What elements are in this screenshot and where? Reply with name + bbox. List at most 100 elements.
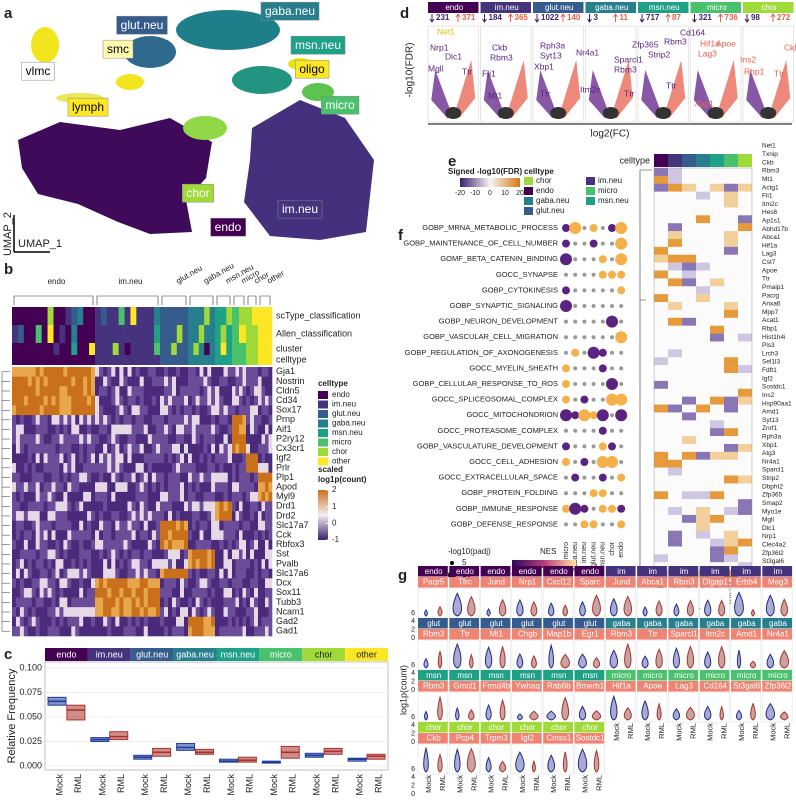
heatmap-cell bbox=[710, 183, 724, 192]
annotation-cell bbox=[193, 355, 200, 365]
heatmap-cell bbox=[682, 412, 696, 421]
heatmap-cell bbox=[180, 482, 185, 493]
heatmap-cell bbox=[268, 472, 273, 483]
gene-label: Lrch3 bbox=[762, 350, 779, 357]
annotation-cell bbox=[226, 355, 233, 365]
label-box bbox=[295, 59, 330, 79]
y-tick-label: 6 bbox=[411, 766, 415, 773]
heatmap-cell bbox=[47, 616, 52, 627]
heatmap-cell bbox=[127, 472, 132, 483]
heatmap-cell bbox=[172, 463, 177, 473]
dot bbox=[615, 237, 628, 250]
heatmap-cell bbox=[91, 472, 96, 483]
heatmap-cell bbox=[199, 520, 204, 531]
volcano-left bbox=[483, 70, 506, 118]
heatmap-cell bbox=[19, 530, 25, 541]
dot bbox=[589, 224, 598, 232]
annotation-cell bbox=[124, 325, 131, 343]
violin bbox=[499, 645, 506, 669]
facet-label: micro bbox=[643, 671, 663, 680]
heatmap-cell bbox=[43, 424, 48, 435]
heatmap-cell bbox=[51, 415, 56, 425]
heatmap-cell bbox=[12, 616, 17, 627]
gene-label: Acat1 bbox=[762, 317, 779, 324]
heatmap-cell bbox=[724, 357, 738, 366]
facet-label: Lag3 bbox=[675, 682, 693, 691]
heatmap-cell bbox=[184, 539, 189, 550]
annotation-cell bbox=[204, 355, 210, 365]
heatmap-cell bbox=[79, 568, 84, 579]
heatmap-cell bbox=[235, 482, 240, 493]
gene-label: Sox11 bbox=[276, 587, 301, 597]
heatmap-cell bbox=[31, 405, 37, 416]
heatmap-cell bbox=[239, 587, 243, 598]
heatmap-cell bbox=[107, 405, 112, 416]
heatmap-cell bbox=[147, 530, 153, 541]
heatmap-cell bbox=[235, 424, 240, 435]
heatmap-cell bbox=[95, 395, 100, 406]
heatmap-cell bbox=[724, 191, 738, 200]
facet-label: chor bbox=[520, 723, 536, 732]
heatmap-cell bbox=[199, 607, 204, 618]
heatmap-cell bbox=[261, 443, 266, 454]
x-tick-label: Mock bbox=[424, 775, 433, 793]
heatmap-cell bbox=[39, 395, 44, 406]
gene-label: Dlc1 bbox=[445, 51, 462, 61]
heatmap-cell bbox=[123, 520, 128, 531]
facet-strip bbox=[668, 566, 699, 577]
heatmap-cell bbox=[67, 511, 72, 522]
annotation-cell bbox=[204, 343, 210, 355]
heatmap-cell bbox=[39, 491, 44, 502]
facet-strip bbox=[428, 2, 479, 13]
dot bbox=[619, 366, 624, 371]
heatmap-cell bbox=[654, 341, 668, 350]
heatmap-cell bbox=[39, 443, 44, 454]
heatmap-cell bbox=[15, 491, 21, 502]
heatmap-cell bbox=[35, 463, 40, 473]
heatmap-cell bbox=[151, 367, 157, 377]
colorbar bbox=[318, 490, 328, 540]
facet-strip bbox=[480, 577, 511, 588]
heatmap-cell bbox=[172, 616, 177, 627]
violin bbox=[454, 747, 461, 773]
heatmap-cell bbox=[103, 443, 108, 454]
plot-panel bbox=[480, 639, 511, 671]
heatmap-cell bbox=[135, 424, 140, 435]
heatmap-cell bbox=[39, 511, 44, 522]
heatmap-cell bbox=[139, 443, 145, 454]
heatmap-cell bbox=[143, 587, 149, 598]
dendrogram bbox=[233, 295, 245, 305]
umap-blob bbox=[116, 74, 144, 90]
heatmap-cell bbox=[668, 554, 682, 563]
heatmap-cell bbox=[654, 246, 668, 255]
heatmap-cell bbox=[160, 616, 165, 627]
heatmap-cell bbox=[131, 367, 136, 377]
heatmap-cell bbox=[188, 434, 193, 445]
heatmap-cell bbox=[131, 539, 136, 550]
annotation-cell bbox=[89, 325, 96, 343]
heatmap-cell bbox=[258, 539, 262, 550]
heatmap-cell bbox=[668, 443, 682, 453]
heatmap-cell bbox=[139, 463, 145, 473]
umap-blob bbox=[124, 36, 176, 68]
heatmap-cell bbox=[91, 568, 96, 579]
heatmap-cell bbox=[682, 317, 696, 326]
heatmap-cell bbox=[724, 475, 738, 484]
heatmap-cell bbox=[115, 549, 120, 560]
heatmap-cell bbox=[211, 434, 216, 445]
heatmap-cell bbox=[83, 367, 88, 377]
heatmap-cell bbox=[195, 520, 200, 531]
heatmap-cell bbox=[724, 436, 738, 445]
heatmap-cell bbox=[668, 420, 682, 429]
heatmap-cell bbox=[12, 578, 17, 589]
heatmap-cell bbox=[250, 405, 255, 416]
facet-label: Gmcl1 bbox=[453, 682, 477, 691]
facet-strip bbox=[511, 566, 542, 577]
heatmap-cell bbox=[654, 238, 668, 248]
heatmap-cell bbox=[160, 482, 165, 493]
heatmap-cell bbox=[261, 511, 266, 522]
heatmap-cell bbox=[12, 549, 17, 560]
violin bbox=[485, 756, 492, 773]
heatmap-cell bbox=[215, 405, 220, 416]
gene-label: Gad1 bbox=[276, 626, 298, 636]
